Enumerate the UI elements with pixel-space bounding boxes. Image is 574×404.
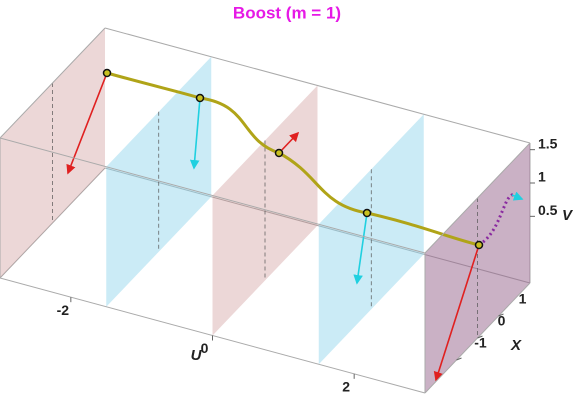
arrow <box>189 97 201 170</box>
arrow <box>66 72 108 175</box>
v-tick-label: 1.5 <box>538 135 558 151</box>
u-axis-label: U <box>191 347 203 364</box>
v-tick-label: 0.5 <box>538 202 558 218</box>
box-edge <box>0 137 426 254</box>
arrow <box>353 212 368 285</box>
v-axis-label: V <box>562 207 574 224</box>
x-axis-label: X <box>510 337 522 354</box>
event-point <box>102 68 112 78</box>
u-tick-label: -2 <box>57 302 70 318</box>
x-tick <box>498 313 504 317</box>
x-tick <box>456 357 462 361</box>
event-point <box>195 93 205 103</box>
arrow <box>511 191 524 201</box>
arrow <box>433 244 480 382</box>
x-tick-label: 1 <box>519 291 527 307</box>
event-point <box>474 240 484 250</box>
box-edge <box>0 27 106 139</box>
x-tick <box>477 335 483 339</box>
arrow <box>278 131 300 154</box>
x-tick-label: -1 <box>474 335 487 351</box>
trajectory <box>66 68 524 382</box>
event-point <box>362 208 372 218</box>
box-edge <box>424 142 531 254</box>
u-tick-label: 2 <box>342 379 350 395</box>
u-tick-label: 0 <box>201 340 209 356</box>
x-tick-label: 0 <box>498 313 506 329</box>
box-edge <box>104 27 531 144</box>
v-tick-label: 1 <box>538 169 546 185</box>
chart-title: Boost (m = 1) <box>233 3 341 22</box>
event-point <box>274 148 284 158</box>
box-edge <box>0 167 106 279</box>
